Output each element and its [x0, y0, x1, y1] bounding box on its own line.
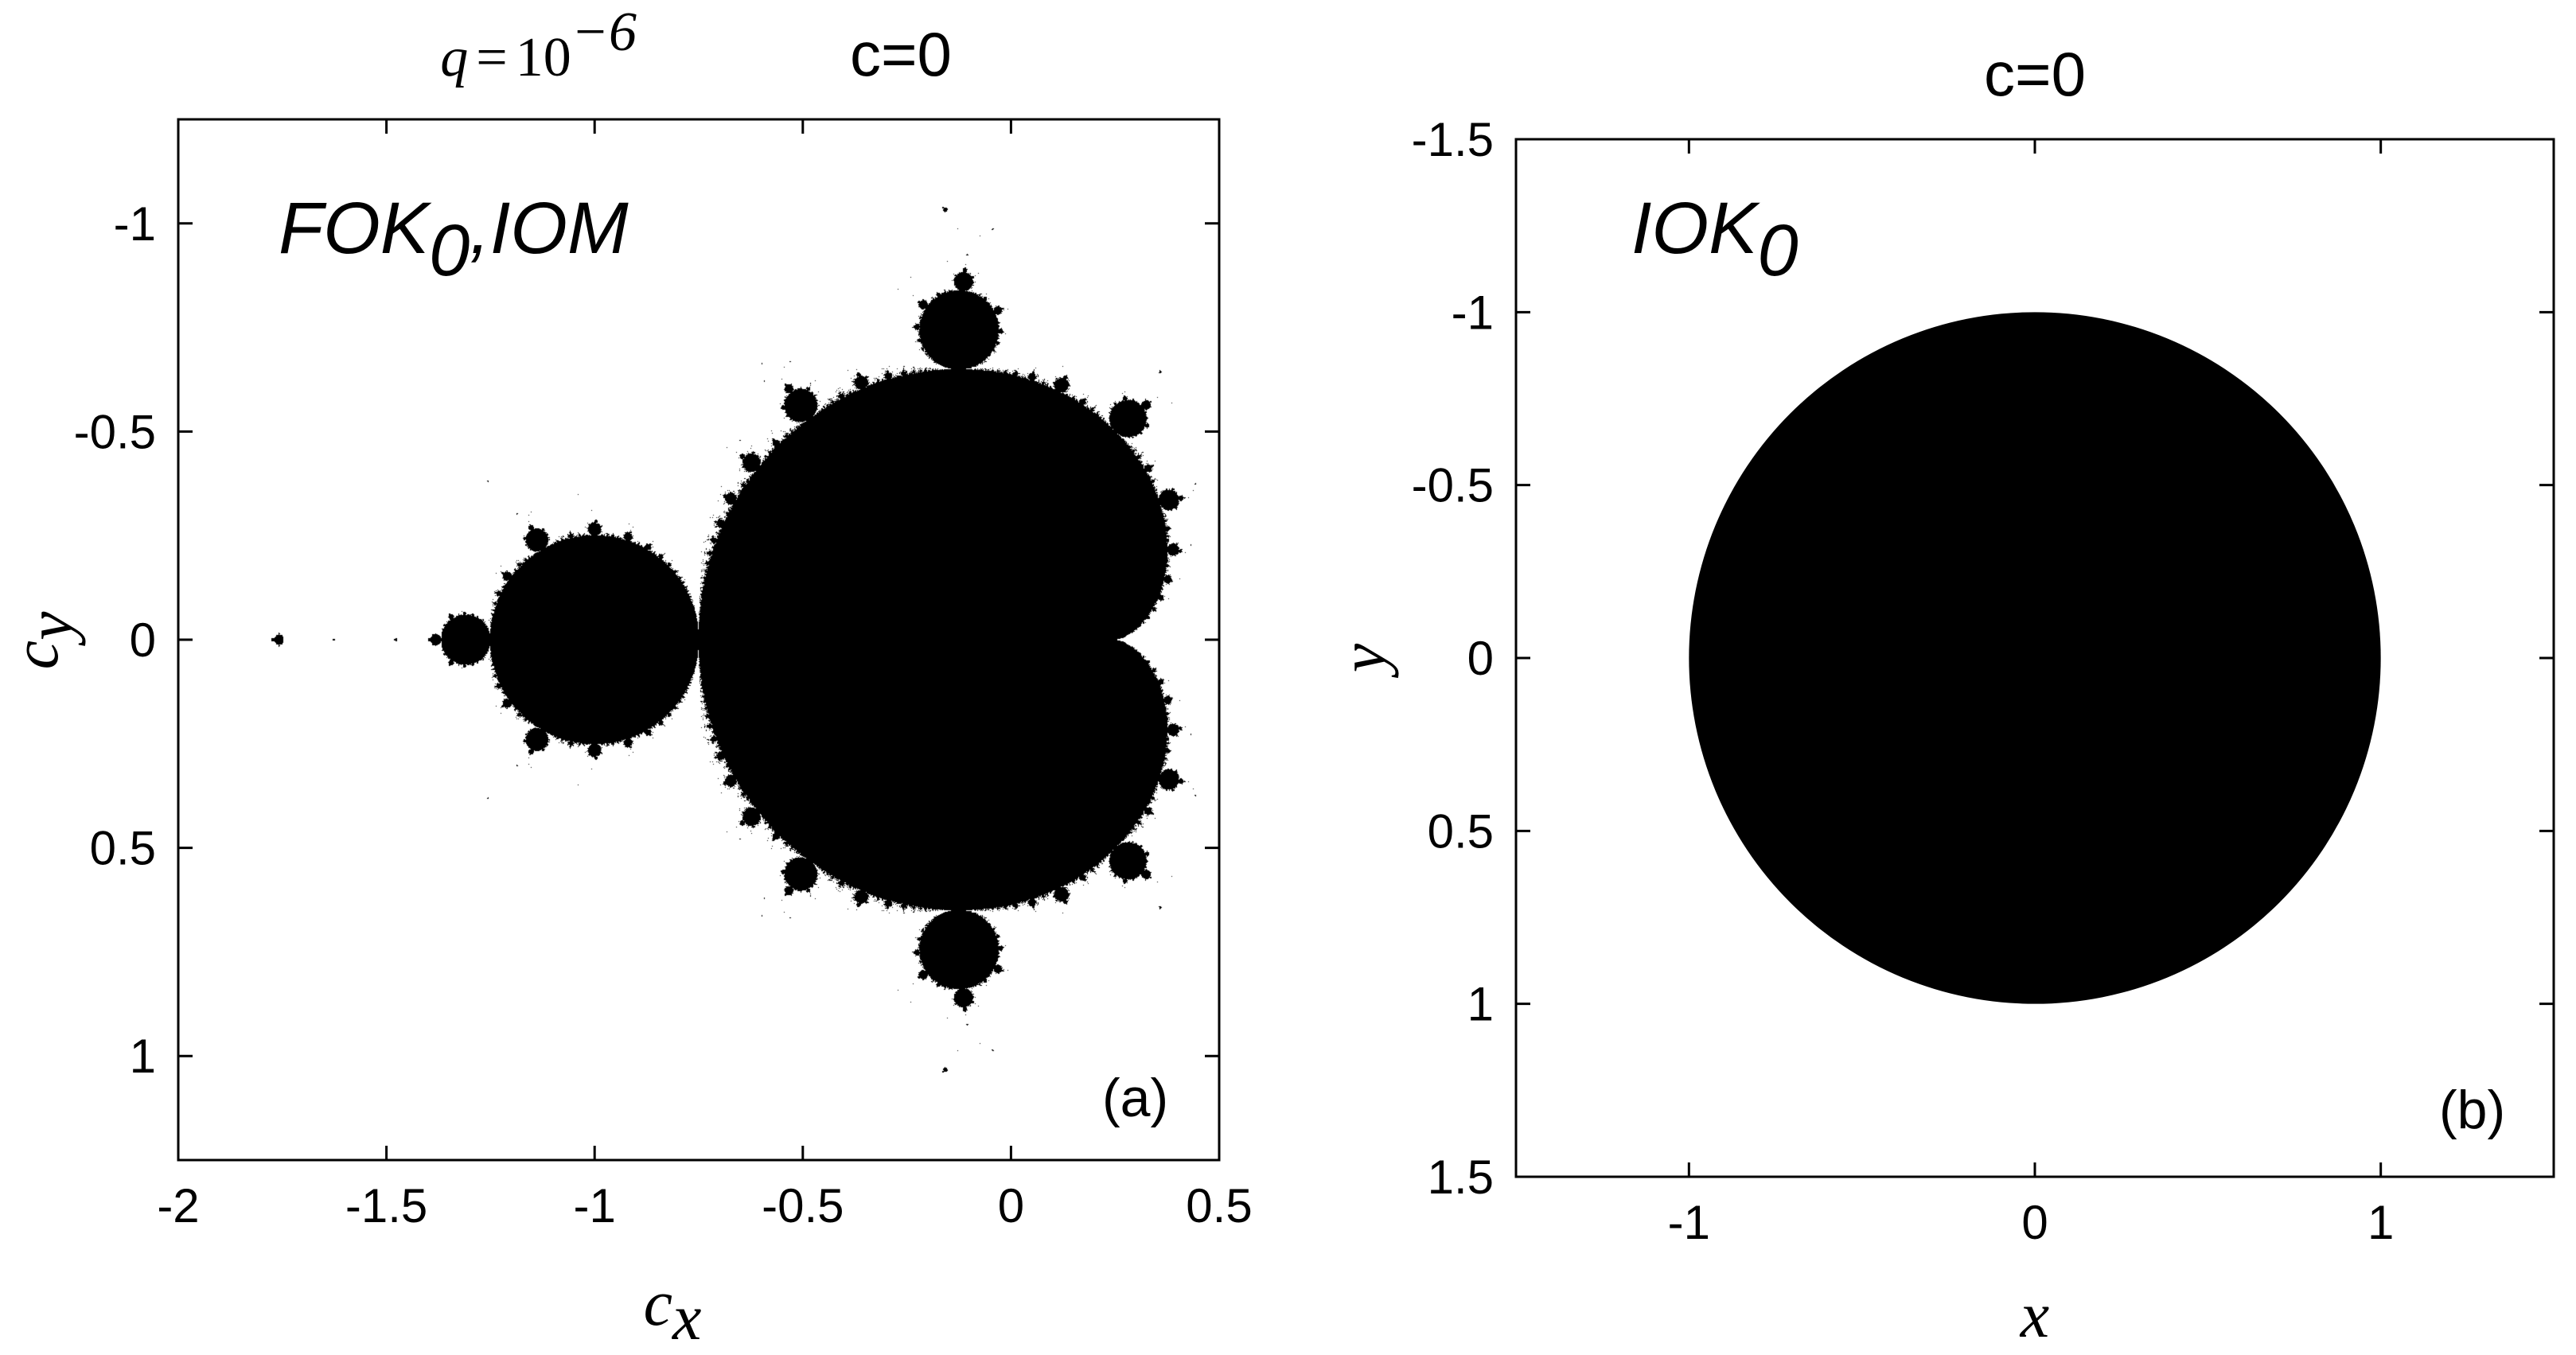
panel-a-xtick-label: -0.5: [762, 1179, 844, 1232]
panel-a-ytick-label: 0: [130, 613, 156, 667]
panel-a-xlabel: cx: [644, 1267, 702, 1353]
panel-a-annotation: FOK0,IOM: [279, 188, 629, 291]
panel-a-ytick-label: 0.5: [90, 822, 156, 875]
unit-disk: [1689, 312, 2381, 1004]
panel-b-ylabel: y: [1327, 643, 1399, 678]
panel-b-ytick-label: -1.5: [1412, 113, 1494, 166]
panel-b-ytick-label: 1: [1467, 978, 1494, 1031]
panel-b-xlabel: x: [2020, 1279, 2049, 1351]
panel-a-xtick-label: 0: [998, 1179, 1024, 1232]
panel-a-ytick-label: -0.5: [74, 405, 156, 458]
panel-a-title: c=0: [850, 19, 952, 89]
panel-b: -1 0 1 -1.5 -1 -0.5 0 0.5 1 1.5 c=0 IOK0 (b) x y: [1327, 39, 2555, 1351]
panel-a-xtick-label: -1.5: [345, 1179, 427, 1232]
panel-b-title: c=0: [1984, 39, 2086, 109]
panel-b-ytick-label: -1: [1452, 286, 1494, 339]
panel-a-xtick-label: -1: [574, 1179, 616, 1232]
panel-b-y-axis: -1.5 -1 -0.5 0 0.5 1 1.5: [1412, 113, 2554, 1204]
panel-b-xtick-label: -1: [1668, 1196, 1710, 1249]
panel-b-label: (b): [2439, 1080, 2505, 1140]
panel-b-ytick-label: 1.5: [1428, 1151, 1494, 1204]
panel-b-ytick-label: -0.5: [1412, 459, 1494, 512]
panel-b-xtick-label: 1: [2368, 1196, 2394, 1249]
panel-b-ytick-label: 0.5: [1428, 804, 1494, 858]
panel-a-xtick-label: 0.5: [1186, 1179, 1252, 1232]
panel-b-xtick-label: 0: [2021, 1196, 2048, 1249]
panel-b-x-axis: -1 0 1: [1668, 139, 2394, 1249]
panel-a-ytick-label: -1: [114, 197, 156, 251]
panel-a-title-math: q = 10−6: [440, 2, 637, 88]
panel-b-annotation: IOK0: [1631, 188, 1799, 291]
panel-a-x-axis: -2 -1.5 -1 -0.5 0 0.5: [157, 119, 1253, 1232]
panel-a-ylabel: cy: [0, 611, 86, 669]
panel-a-label: (a): [1102, 1068, 1168, 1128]
panel-a-xtick-label: -2: [157, 1179, 199, 1232]
panel-a-ytick-label: 1: [130, 1030, 156, 1083]
panel-a-y-axis: -1 -0.5 0 0.5 1: [74, 197, 1219, 1083]
panel-a: -2 -1.5 -1 -0.5 0 0.5 -1-0.500.51 q = 10−6 c=0 …: [0, 2, 1253, 1353]
mandelbrot-set: [178, 119, 1219, 1160]
panel-b-ytick-label: 0: [1467, 632, 1494, 685]
